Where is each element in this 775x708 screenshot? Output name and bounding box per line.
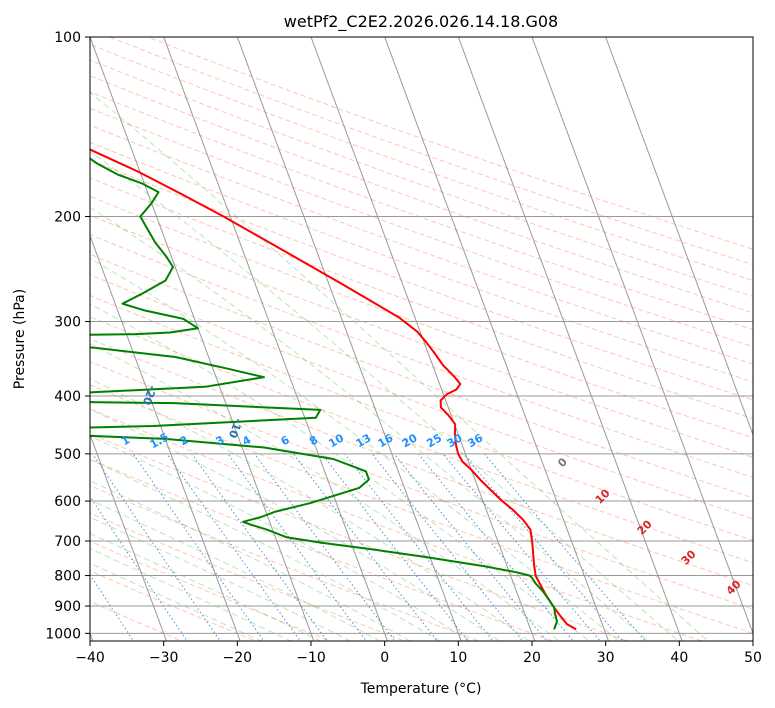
- dry-adiabat: [90, 274, 753, 520]
- dry-adiabat: [90, 338, 753, 587]
- dry-adiabat: [90, 124, 753, 365]
- x-tick-label: −10: [296, 650, 326, 666]
- y-tick-label: 700: [54, 534, 81, 550]
- moist-adiabat: [90, 480, 411, 641]
- chart-title: wetPf2_C2E2.2026.026.14.18.G08: [284, 12, 558, 32]
- y-tick-label: 100: [54, 30, 81, 46]
- isotherm-line: [90, 433, 168, 641]
- moist-adiabat: [90, 378, 531, 641]
- profile-lines: [90, 148, 577, 631]
- isotherm-line: [457, 37, 683, 641]
- moist-adiabat: [90, 499, 382, 641]
- mixing-ratio-line: [227, 453, 367, 641]
- plot-frame: [89, 36, 754, 642]
- x-tick-label: 0: [380, 650, 389, 666]
- moist-adiabat: [90, 516, 352, 641]
- y-tick-label: 600: [54, 494, 81, 510]
- dry-adiabat: [90, 159, 753, 401]
- moist-adiabat: [90, 343, 561, 641]
- isotherm-line: [605, 37, 753, 437]
- isotherm-line: [236, 37, 462, 641]
- dry-adiabat: [90, 177, 753, 420]
- dry-adiabat: [90, 433, 629, 641]
- x-tick-label: 40: [670, 650, 688, 666]
- x-tick-label: −40: [75, 650, 105, 666]
- dry-adiabat: [90, 233, 753, 478]
- axis-ticks: −40 −30 −20 −10 0 10 20 30 40 50 100 200 300 400 500 60…: [45, 30, 762, 666]
- mixing-ratio-line: [90, 495, 188, 641]
- dry-adiabat: [90, 540, 332, 641]
- dewpoint-profile: [90, 157, 558, 630]
- isotherm-line: [384, 37, 610, 641]
- isotherm-line: [531, 37, 753, 635]
- x-tick-label: 10: [449, 650, 467, 666]
- dry-adiabat: [90, 360, 753, 610]
- x-axis-label: Temperature (°C): [360, 681, 482, 697]
- mixing-ratio-line: [191, 453, 328, 641]
- mixing-ratio-line: [418, 453, 574, 641]
- moist-adiabat: [90, 459, 441, 641]
- dry-adiabat: [90, 458, 555, 641]
- y-axis-label: Pressure (hPa): [12, 289, 28, 389]
- x-tick-label: −20: [223, 650, 253, 666]
- isotherm-line: [90, 37, 315, 641]
- y-tick-label: 400: [54, 389, 81, 405]
- x-tick-label: 20: [523, 650, 541, 666]
- mixing-ratio-line: [393, 453, 548, 641]
- y-tick-label: 200: [54, 210, 81, 226]
- moist-adiabat: [90, 91, 709, 641]
- y-tick-label: 900: [54, 599, 81, 615]
- y-tick-label: 800: [54, 569, 81, 585]
- y-tick-label: 500: [54, 447, 81, 463]
- temperature-profile: [90, 148, 577, 631]
- moist-adiabat: [90, 150, 680, 641]
- mixing-ratio-line: [321, 453, 469, 641]
- dry-adiabat: [90, 600, 183, 641]
- y-tick-label: 1000: [45, 626, 81, 642]
- dry-adiabat: [90, 512, 406, 641]
- mixing-ratio-line: [132, 453, 265, 641]
- dry-adiabat: [90, 408, 704, 641]
- dry-adiabat: [90, 316, 753, 564]
- mixing-ratio-line: [90, 573, 135, 641]
- y-tick-label: 300: [54, 315, 81, 331]
- dry-adiabat: [90, 195, 753, 439]
- mixing-ratio-line: [92, 453, 221, 641]
- moist-adiabat: [90, 435, 471, 641]
- dry-adiabat: [90, 214, 753, 458]
- background-lines: [90, 37, 753, 641]
- x-tick-label: 50: [744, 650, 762, 666]
- dry-adiabat: [90, 141, 753, 383]
- moist-adiabat: [90, 206, 650, 641]
- moist-adiabat: [90, 303, 590, 641]
- x-tick-label: 30: [597, 650, 615, 666]
- mixing-ratio-line: [166, 453, 301, 641]
- x-tick-label: −30: [149, 650, 179, 666]
- isotherm-line: [163, 37, 389, 641]
- moist-adiabat: [90, 257, 620, 641]
- isotherm-line: [310, 37, 536, 641]
